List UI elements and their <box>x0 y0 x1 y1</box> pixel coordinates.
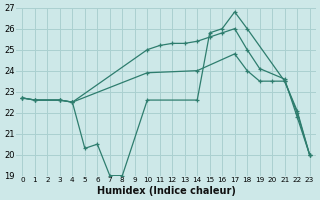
X-axis label: Humidex (Indice chaleur): Humidex (Indice chaleur) <box>97 186 236 196</box>
